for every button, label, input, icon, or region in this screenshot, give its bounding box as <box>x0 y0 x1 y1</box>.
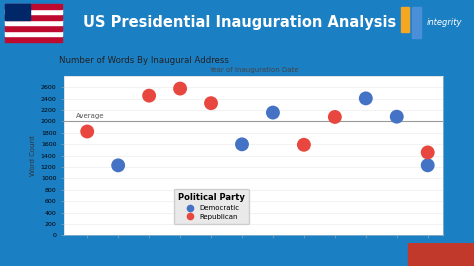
Bar <box>412 7 421 39</box>
Bar <box>408 243 474 266</box>
Bar <box>5 9 62 14</box>
Y-axis label: Word Count: Word Count <box>30 135 36 176</box>
Point <box>300 143 308 147</box>
Bar <box>5 20 62 25</box>
Bar <box>5 14 62 20</box>
Point <box>362 96 370 101</box>
Point <box>269 110 277 115</box>
Text: Average: Average <box>75 113 104 119</box>
Point <box>424 150 431 155</box>
Text: US Presidential Inauguration Analysis: US Presidential Inauguration Analysis <box>83 15 396 30</box>
Point <box>207 101 215 105</box>
Point <box>114 163 122 168</box>
Point <box>393 115 401 119</box>
Point <box>83 129 91 134</box>
Point <box>146 94 153 98</box>
Point <box>238 142 246 147</box>
Bar <box>5 36 62 41</box>
Text: integrity: integrity <box>427 18 462 27</box>
Bar <box>5 31 62 36</box>
Bar <box>0 243 408 266</box>
Point <box>176 86 184 91</box>
Legend: Democratic, Republican: Democratic, Republican <box>173 189 249 224</box>
Bar <box>5 4 62 9</box>
Bar <box>5 4 30 20</box>
Point <box>331 115 338 119</box>
Bar <box>5 25 62 31</box>
Bar <box>401 7 409 32</box>
Text: Number of Words By Inaugural Address: Number of Words By Inaugural Address <box>59 56 229 65</box>
Text: Year of Inauguration Date: Year of Inauguration Date <box>209 67 298 73</box>
Point <box>424 163 431 167</box>
